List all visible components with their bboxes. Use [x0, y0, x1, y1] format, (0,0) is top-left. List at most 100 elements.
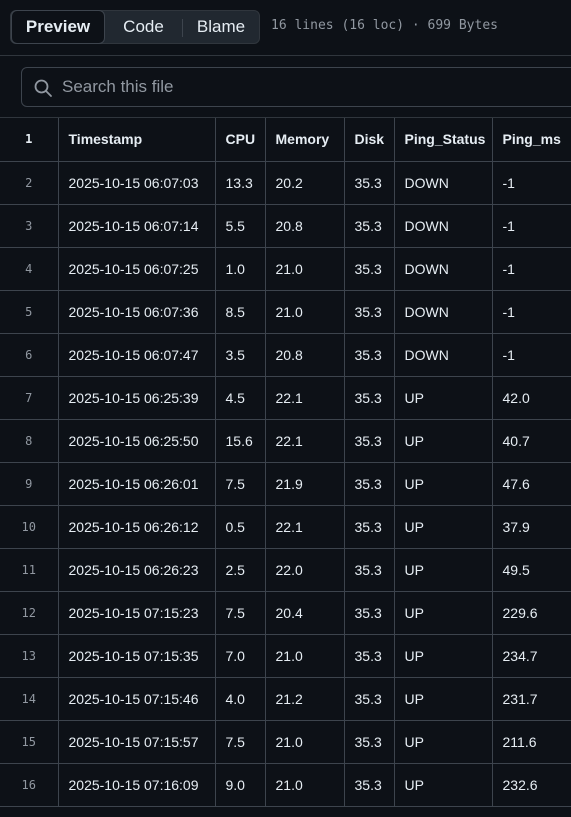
- table-cell: 4.0: [214, 676, 266, 721]
- table-cell: 21.0: [264, 246, 345, 291]
- table-cell: 35.3: [343, 719, 395, 764]
- table-cell: 49.5: [491, 547, 571, 592]
- table-cell: 35.3: [343, 762, 395, 807]
- tab-code[interactable]: Code: [123, 17, 164, 36]
- table-cell: UP: [393, 633, 493, 678]
- table-cell: 232.6: [491, 762, 571, 807]
- table-cell: 2025-10-15 07:16:09: [57, 762, 216, 807]
- table-cell: 2025-10-15 07:15:57: [57, 719, 216, 764]
- table-cell: 2025-10-15 06:07:14: [57, 203, 216, 248]
- table-cell: 35.3: [343, 461, 395, 506]
- table-cell: 35.3: [343, 633, 395, 678]
- table-cell: 20.4: [264, 590, 345, 635]
- table-cell: UP: [393, 762, 493, 807]
- line-number[interactable]: 2: [0, 161, 59, 205]
- table-cell: 0.5: [214, 504, 266, 549]
- header-timestamp: Timestamp: [57, 118, 216, 162]
- table-cell: 7.0: [214, 633, 266, 678]
- table-cell: 40.7: [491, 418, 571, 463]
- table-cell: 35.3: [343, 332, 395, 377]
- table-cell: 35.3: [343, 246, 395, 291]
- table-row: 9 2025-10-15 06:26:01 7.5 21.9 35.3 UP 47.6: [0, 461, 571, 506]
- search-input[interactable]: [62, 68, 562, 106]
- table-cell: 3.5: [214, 332, 266, 377]
- line-number[interactable]: 9: [0, 462, 59, 506]
- line-number[interactable]: 15: [0, 720, 59, 764]
- line-number[interactable]: 12: [0, 591, 59, 635]
- table-cell: DOWN: [393, 246, 493, 291]
- table-cell: 35.3: [343, 160, 395, 205]
- table-cell: 9.0: [214, 762, 266, 807]
- search-box[interactable]: [21, 67, 571, 107]
- table-header-row: 1 Timestamp CPU Memory Disk Ping_Status Ping_m…: [0, 118, 571, 162]
- table-cell: 35.3: [343, 289, 395, 334]
- table-cell: 2025-10-15 07:15:23: [57, 590, 216, 635]
- table-cell: 15.6: [214, 418, 266, 463]
- line-number[interactable]: 1: [0, 118, 59, 162]
- table-cell: 35.3: [343, 418, 395, 463]
- table-cell: DOWN: [393, 160, 493, 205]
- line-number[interactable]: 3: [0, 204, 59, 248]
- table-row: 15 2025-10-15 07:15:57 7.5 21.0 35.3 UP 211.6: [0, 719, 571, 764]
- table-cell: 35.3: [343, 547, 395, 592]
- table-cell: 7.5: [214, 719, 266, 764]
- table-cell: 229.6: [491, 590, 571, 635]
- table-cell: 22.0: [264, 547, 345, 592]
- header-disk: Disk: [343, 118, 395, 162]
- table-cell: 21.0: [264, 633, 345, 678]
- table-row: 2 2025-10-15 06:07:03 13.3 20.2 35.3 DOWN -1: [0, 160, 571, 205]
- table-cell: 8.5: [214, 289, 266, 334]
- line-number[interactable]: 5: [0, 290, 59, 334]
- header-ping-status: Ping_Status: [393, 118, 493, 162]
- line-number[interactable]: 11: [0, 548, 59, 592]
- table-cell: 21.0: [264, 762, 345, 807]
- tab-divider: [182, 19, 183, 37]
- tab-preview[interactable]: Preview: [11, 10, 105, 44]
- table-cell: 37.9: [491, 504, 571, 549]
- line-number[interactable]: 8: [0, 419, 59, 463]
- table-cell: 42.0: [491, 375, 571, 420]
- table-cell: 7.5: [214, 590, 266, 635]
- table-cell: -1: [491, 246, 571, 291]
- line-number[interactable]: 7: [0, 376, 59, 420]
- table-row: 16 2025-10-15 07:16:09 9.0 21.0 35.3 UP 232.6: [0, 762, 571, 807]
- table-cell: UP: [393, 719, 493, 764]
- table-cell: -1: [491, 289, 571, 334]
- table-cell: -1: [491, 332, 571, 377]
- table-cell: DOWN: [393, 332, 493, 377]
- table-cell: UP: [393, 504, 493, 549]
- table-cell: 20.8: [264, 203, 345, 248]
- line-number[interactable]: 14: [0, 677, 59, 721]
- table-cell: -1: [491, 160, 571, 205]
- tab-blame[interactable]: Blame: [196, 17, 246, 36]
- table-cell: -1: [491, 203, 571, 248]
- csv-table: 1 Timestamp CPU Memory Disk Ping_Status Ping_m…: [0, 118, 571, 807]
- line-number[interactable]: 10: [0, 505, 59, 549]
- table-cell: 2025-10-15 06:25:50: [57, 418, 216, 463]
- table-row: 12 2025-10-15 07:15:23 7.5 20.4 35.3 UP 229.6: [0, 590, 571, 635]
- table-row: 13 2025-10-15 07:15:35 7.0 21.0 35.3 UP 234.7: [0, 633, 571, 678]
- line-number[interactable]: 6: [0, 333, 59, 377]
- search-icon: [34, 79, 52, 97]
- table-row: 10 2025-10-15 06:26:12 0.5 22.1 35.3 UP 37.9: [0, 504, 571, 549]
- table-cell: 231.7: [491, 676, 571, 721]
- table-cell: 13.3: [214, 160, 266, 205]
- table-cell: 2025-10-15 06:26:01: [57, 461, 216, 506]
- table-cell: 20.2: [264, 160, 345, 205]
- table-cell: UP: [393, 676, 493, 721]
- table-cell: 2025-10-15 07:15:46: [57, 676, 216, 721]
- table-cell: 35.3: [343, 676, 395, 721]
- table-cell: 47.6: [491, 461, 571, 506]
- line-number[interactable]: 13: [0, 634, 59, 678]
- csv-table-container: 1 Timestamp CPU Memory Disk Ping_Status Ping_m…: [0, 118, 571, 817]
- line-number[interactable]: 4: [0, 247, 59, 291]
- line-number[interactable]: 16: [0, 763, 59, 807]
- table-cell: 234.7: [491, 633, 571, 678]
- table-row: 6 2025-10-15 06:07:47 3.5 20.8 35.3 DOWN -1: [0, 332, 571, 377]
- table-cell: 1.0: [214, 246, 266, 291]
- table-cell: DOWN: [393, 203, 493, 248]
- table-cell: UP: [393, 547, 493, 592]
- table-cell: 2025-10-15 06:26:23: [57, 547, 216, 592]
- table-cell: 22.1: [264, 375, 345, 420]
- table-cell: 2025-10-15 06:26:12: [57, 504, 216, 549]
